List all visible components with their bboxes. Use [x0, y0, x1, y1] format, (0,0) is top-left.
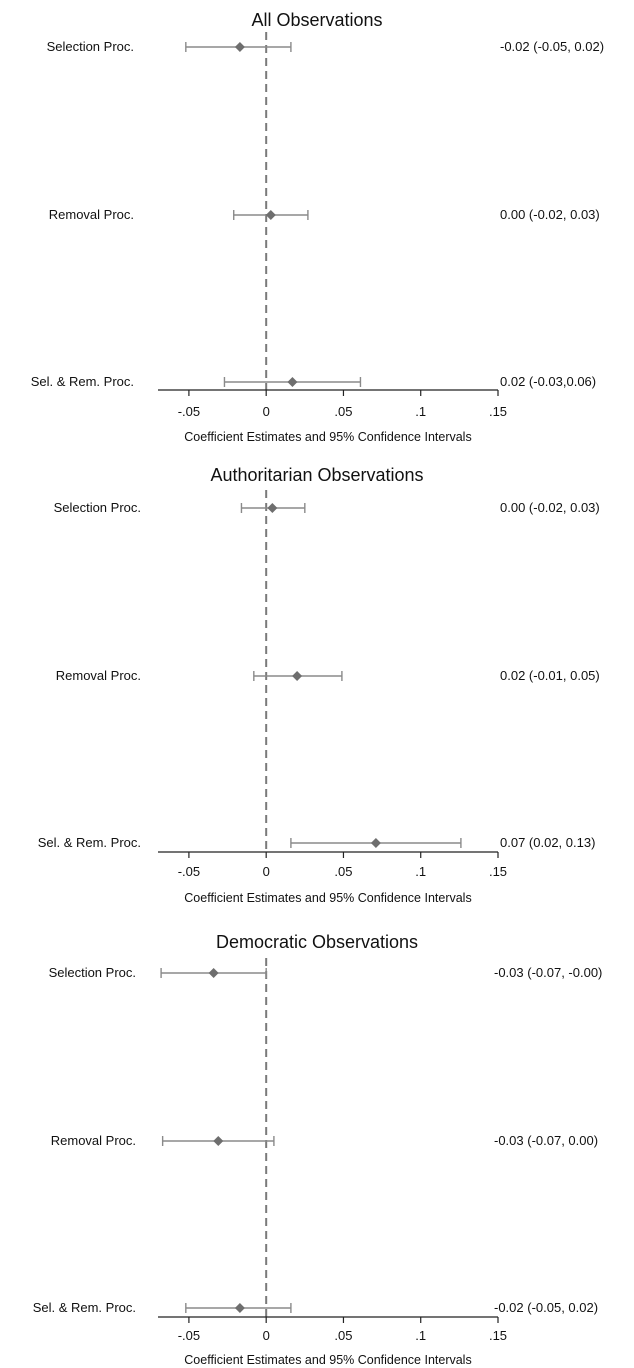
panel-1: All Observations -.05 0 .05 .1 .15 Coefficient…	[31, 10, 604, 444]
x-tick-label: .15	[489, 864, 507, 879]
x-axis-title: Coefficient Estimates and 95% Confidence…	[184, 891, 471, 905]
estimate-marker	[287, 377, 298, 387]
coefficient-row: Sel. & Rem. Proc. 0.02 (-0.03,0.06)	[31, 374, 596, 389]
coefficient-row: Selection Proc. 0.00 (-0.02, 0.03)	[54, 500, 600, 515]
estimate-ci-text: -0.02 (-0.05, 0.02)	[500, 39, 604, 54]
estimate-marker	[292, 671, 303, 681]
panel-3: Democratic Observations -.05 0 .05 .1 .15 Coef…	[33, 932, 603, 1367]
estimate-marker	[234, 1303, 245, 1313]
x-tick-label: .1	[415, 1328, 426, 1343]
estimate-marker	[213, 1136, 224, 1146]
estimate-ci-text: -0.03 (-0.07, -0.00)	[494, 965, 602, 980]
row-label: Removal Proc.	[51, 1133, 136, 1148]
x-tick-label: .1	[415, 864, 426, 879]
x-tick-label: .15	[489, 1328, 507, 1343]
coefficient-row: Selection Proc. -0.02 (-0.05, 0.02)	[47, 39, 605, 54]
estimate-ci-text: -0.03 (-0.07, 0.00)	[494, 1133, 598, 1148]
x-tick-label: 0	[263, 404, 270, 419]
coefficient-row: Removal Proc. 0.00 (-0.02, 0.03)	[49, 207, 600, 222]
row-label: Selection Proc.	[49, 965, 136, 980]
x-tick-label: 0	[263, 864, 270, 879]
coefficient-row: Sel. & Rem. Proc. 0.07 (0.02, 0.13)	[38, 835, 596, 850]
estimate-marker	[234, 42, 245, 52]
x-tick-label: .05	[334, 1328, 352, 1343]
coefficient-row: Removal Proc. -0.03 (-0.07, 0.00)	[51, 1133, 598, 1148]
estimate-marker	[370, 838, 381, 848]
estimate-ci-text: 0.00 (-0.02, 0.03)	[500, 207, 600, 222]
estimate-marker	[265, 210, 276, 220]
estimate-ci-text: 0.07 (0.02, 0.13)	[500, 835, 595, 850]
estimate-ci-text: 0.02 (-0.03,0.06)	[500, 374, 596, 389]
row-label: Selection Proc.	[47, 39, 134, 54]
estimate-ci-text: 0.00 (-0.02, 0.03)	[500, 500, 600, 515]
x-axis-title: Coefficient Estimates and 95% Confidence…	[184, 430, 471, 444]
x-tick-label: 0	[263, 1328, 270, 1343]
x-tick-label: .15	[489, 404, 507, 419]
row-label: Removal Proc.	[49, 207, 134, 222]
row-label: Removal Proc.	[56, 668, 141, 683]
row-label: Selection Proc.	[54, 500, 141, 515]
panel-title: All Observations	[251, 10, 382, 30]
panel-2: Authoritarian Observations -.05 0 .05 .1 .15 C…	[38, 465, 600, 905]
estimate-ci-text: 0.02 (-0.01, 0.05)	[500, 668, 600, 683]
panel-title: Democratic Observations	[216, 932, 418, 952]
coefficient-row: Removal Proc. 0.02 (-0.01, 0.05)	[56, 668, 600, 683]
estimate-ci-text: -0.02 (-0.05, 0.02)	[494, 1300, 598, 1315]
row-label: Sel. & Rem. Proc.	[33, 1300, 136, 1315]
estimate-marker	[208, 968, 219, 978]
coefficient-row: Selection Proc. -0.03 (-0.07, -0.00)	[49, 965, 603, 980]
row-label: Sel. & Rem. Proc.	[31, 374, 134, 389]
x-axis-title: Coefficient Estimates and 95% Confidence…	[184, 1353, 471, 1367]
x-tick-label: .05	[334, 864, 352, 879]
x-tick-label: -.05	[178, 1328, 200, 1343]
coefficient-row: Sel. & Rem. Proc. -0.02 (-0.05, 0.02)	[33, 1300, 598, 1315]
x-tick-label: -.05	[178, 864, 200, 879]
x-tick-label: .1	[415, 404, 426, 419]
x-tick-label: -.05	[178, 404, 200, 419]
x-tick-label: .05	[334, 404, 352, 419]
panel-title: Authoritarian Observations	[210, 465, 423, 485]
row-label: Sel. & Rem. Proc.	[38, 835, 141, 850]
estimate-marker	[267, 503, 278, 513]
